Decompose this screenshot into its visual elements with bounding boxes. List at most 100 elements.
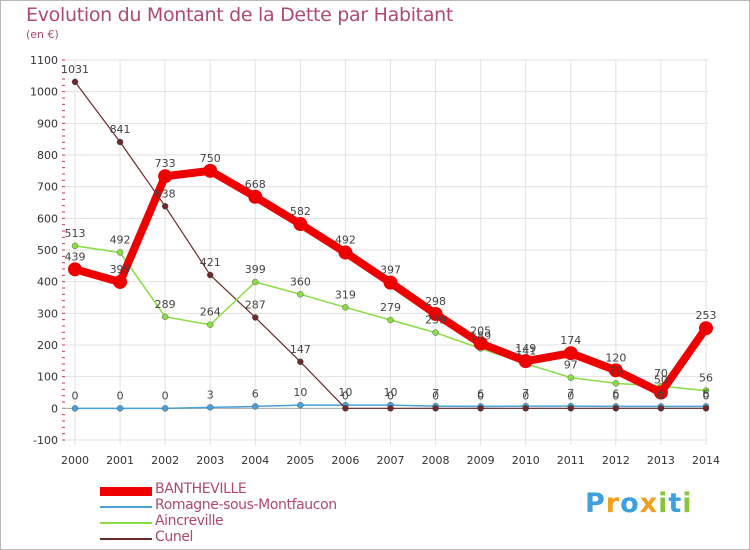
data-point xyxy=(567,374,574,381)
data-point xyxy=(563,346,578,361)
legend-swatch xyxy=(100,538,152,540)
data-label: 319 xyxy=(335,288,356,301)
y-tick-label: 1100 xyxy=(30,54,58,67)
data-point xyxy=(653,385,668,400)
data-label: 6 xyxy=(612,387,619,400)
data-label: 147 xyxy=(290,343,311,356)
data-label: 399 xyxy=(110,263,131,276)
data-point xyxy=(522,405,529,412)
data-label: 253 xyxy=(696,309,717,322)
data-point xyxy=(477,405,484,412)
data-point xyxy=(432,405,439,412)
data-point xyxy=(207,271,214,279)
data-label: 7 xyxy=(522,387,529,400)
data-point xyxy=(428,306,443,321)
y-tick-label: 300 xyxy=(37,307,58,320)
x-tick-label: 2000 xyxy=(61,454,89,467)
data-label: 492 xyxy=(110,234,131,247)
data-label: 399 xyxy=(245,263,266,276)
data-point xyxy=(248,189,263,204)
data-label: 582 xyxy=(290,205,311,218)
legend-swatch xyxy=(100,522,152,524)
data-point xyxy=(699,321,713,336)
data-point xyxy=(161,405,169,412)
data-point xyxy=(608,363,623,378)
data-label: 279 xyxy=(380,301,401,314)
data-label: 1031 xyxy=(61,63,89,76)
data-label: 79 xyxy=(609,364,623,377)
data-label: 97 xyxy=(564,359,578,372)
data-label: 0 xyxy=(72,389,79,402)
data-label: 0 xyxy=(567,389,574,402)
y-tick-label: 200 xyxy=(37,339,58,352)
data-point xyxy=(612,380,620,387)
data-point xyxy=(612,405,620,412)
y-tick-label: 1000 xyxy=(30,86,58,99)
data-label: 10 xyxy=(384,386,398,399)
data-label: 289 xyxy=(155,298,176,311)
data-label: 189 xyxy=(470,329,491,342)
data-label: 10 xyxy=(293,386,307,399)
data-point xyxy=(252,314,259,321)
data-label: 174 xyxy=(560,334,581,347)
logo-letter: i xyxy=(682,488,693,519)
data-point xyxy=(297,291,304,298)
data-label: 141 xyxy=(515,345,536,358)
data-label: 3 xyxy=(207,388,214,401)
legend-swatch xyxy=(100,506,152,508)
x-tick-label: 2009 xyxy=(467,454,495,467)
y-tick-label: 900 xyxy=(37,117,58,130)
data-label: 7 xyxy=(432,387,439,400)
data-label: 0 xyxy=(342,389,349,402)
data-label: 50 xyxy=(654,374,668,387)
y-tick-label: 800 xyxy=(37,149,58,162)
x-tick-label: 2010 xyxy=(512,454,540,467)
data-point xyxy=(387,405,394,412)
y-tick-label: 500 xyxy=(37,244,58,257)
data-label: 397 xyxy=(380,264,401,277)
data-label: 0 xyxy=(162,389,169,402)
legend-label: BANTHEVILLE xyxy=(155,481,247,497)
logo-letter: o xyxy=(620,488,640,519)
x-tick-label: 2004 xyxy=(241,454,269,467)
data-label: 10 xyxy=(338,386,352,399)
y-tick-label: 0 xyxy=(51,402,58,415)
y-tick-label: 600 xyxy=(37,212,58,225)
data-label: 6 xyxy=(657,387,664,400)
x-tick-label: 2013 xyxy=(647,454,675,467)
data-label: 7 xyxy=(567,387,574,400)
logo-letter: P xyxy=(585,488,606,519)
x-tick-label: 2005 xyxy=(286,454,314,467)
data-point xyxy=(387,316,394,324)
chart-title: Evolution du Montant de la Dette par Hab… xyxy=(26,4,454,26)
data-point xyxy=(518,354,533,369)
logo-letter: x xyxy=(639,488,659,519)
x-tick-label: 2014 xyxy=(692,454,720,467)
data-label: 239 xyxy=(425,314,446,327)
data-point xyxy=(567,405,574,412)
data-label: 841 xyxy=(110,123,131,136)
data-label: 0 xyxy=(657,389,664,402)
data-point xyxy=(293,217,308,232)
data-point xyxy=(297,401,304,409)
data-label: 287 xyxy=(245,298,266,311)
legend-swatch xyxy=(100,487,152,496)
legend-label: Aincreville xyxy=(155,513,224,529)
data-point xyxy=(342,304,349,311)
data-point xyxy=(473,336,488,351)
data-label: 360 xyxy=(290,275,311,288)
data-point xyxy=(161,203,169,210)
x-tick-label: 2012 xyxy=(602,454,630,467)
data-label: 6 xyxy=(252,387,259,400)
data-point xyxy=(338,245,353,260)
x-tick-label: 2011 xyxy=(557,454,585,467)
data-point xyxy=(71,242,79,250)
data-point xyxy=(71,78,79,86)
data-label: 439 xyxy=(65,250,86,263)
legend-label: Cunel xyxy=(155,529,194,545)
data-label: 0 xyxy=(612,389,619,402)
data-label: 513 xyxy=(65,227,86,240)
data-label: 668 xyxy=(245,178,266,191)
data-point xyxy=(207,321,214,328)
